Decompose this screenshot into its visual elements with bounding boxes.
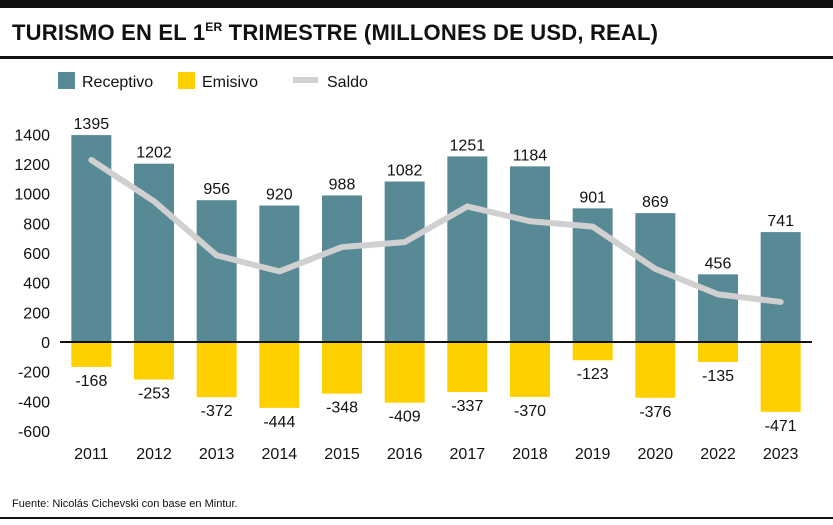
data-label-emisivo-2016: -409 [389, 409, 421, 426]
data-label-emisivo-2015: -348 [326, 400, 358, 417]
x-tick-label-2018: 2018 [512, 446, 548, 463]
saldo-point-2012 [153, 200, 155, 202]
bar-emisivo-2023 [760, 342, 801, 412]
data-label-emisivo-2011: -168 [75, 373, 107, 390]
bar-emisivo-2011 [71, 342, 112, 367]
data-label-receptivo-2017: 1251 [450, 137, 486, 154]
data-label-receptivo-2016: 1082 [387, 163, 423, 180]
legend-swatch-receptivo [58, 72, 75, 89]
x-tick-label-2019: 2019 [575, 446, 611, 463]
saldo-point-2015 [341, 246, 343, 248]
x-tick-label-2015: 2015 [324, 446, 360, 463]
bar-emisivo-2012 [134, 342, 174, 380]
bar-emisivo-2017 [447, 342, 488, 392]
x-tick-label-2011: 2011 [74, 446, 109, 463]
y-tick-label: 200 [23, 305, 50, 322]
bar-receptivo-2017 [447, 156, 488, 342]
bar-emisivo-2019 [572, 342, 613, 361]
saldo-point-2011 [90, 159, 92, 161]
data-label-receptivo-2022: 456 [705, 255, 732, 272]
data-label-receptivo-2018: 1184 [513, 147, 548, 164]
saldo-point-2018 [529, 220, 531, 222]
chart-title: TURISMO EN EL 1ER TRIMESTRE (MILLONES DE… [12, 20, 658, 46]
bar-receptivo-2022 [698, 274, 738, 342]
saldo-point-2020 [654, 268, 656, 270]
data-label-receptivo-2019: 901 [579, 189, 606, 206]
saldo-line [88, 156, 784, 305]
data-label-receptivo-2011: 1395 [74, 116, 110, 133]
x-tick-label-2014: 2014 [262, 446, 298, 463]
legend-label-receptivo: Receptivo [82, 74, 153, 91]
saldo-point-2019 [592, 226, 594, 228]
title-rest: TRIMESTRE (MILLONES DE USD, REAL) [222, 20, 659, 45]
source-note: Fuente: Nicolás Cichevski con base en Mi… [12, 498, 238, 510]
y-tick-label: 1400 [14, 127, 50, 144]
saldo-point-2016 [404, 241, 406, 243]
bar-receptivo-2015 [322, 195, 362, 342]
bar-emisivo-2022 [698, 342, 738, 363]
x-tick-label-2020: 2020 [638, 446, 674, 463]
y-tick-label: 0 [41, 335, 50, 352]
data-label-receptivo-2014: 920 [266, 187, 293, 204]
data-label-emisivo-2020: -376 [639, 404, 671, 421]
data-label-receptivo-2023: 741 [767, 213, 794, 230]
top-bar [0, 0, 833, 8]
x-tick-label-2013: 2013 [199, 446, 235, 463]
bar-receptivo-2023 [760, 232, 801, 342]
saldo-point-2013 [216, 254, 218, 256]
legend-swatch-emisivo [178, 72, 195, 89]
data-label-emisivo-2014: -444 [263, 414, 295, 431]
y-tick-label: 800 [23, 216, 50, 233]
saldo-point-2023 [780, 301, 782, 303]
data-label-receptivo-2020: 869 [642, 194, 669, 211]
data-label-emisivo-2018: -370 [514, 403, 546, 420]
y-tick-label: 1000 [14, 187, 50, 204]
bar-receptivo-2016 [384, 181, 425, 342]
data-label-receptivo-2012: 1202 [136, 145, 172, 162]
x-tick-label-2016: 2016 [387, 446, 423, 463]
y-tick-label: 400 [23, 276, 50, 293]
title-rule [0, 56, 833, 59]
saldo-point-2017 [466, 205, 468, 207]
data-label-emisivo-2017: -337 [451, 398, 483, 415]
bar-emisivo-2018 [510, 342, 550, 397]
y-tick-label: -400 [18, 394, 50, 411]
data-label-receptivo-2013: 956 [203, 181, 230, 198]
y-tick-label: -200 [18, 365, 50, 382]
saldo-point-2014 [278, 270, 280, 272]
legend-label-emisivo: Emisivo [202, 74, 258, 91]
data-label-receptivo-2015: 988 [329, 176, 356, 193]
x-tick-label-2017: 2017 [450, 446, 486, 463]
legend-label-saldo: Saldo [327, 74, 368, 91]
bar-receptivo-2019 [572, 208, 613, 342]
x-tick-label-2023: 2023 [763, 446, 799, 463]
bottom-rule [0, 517, 833, 519]
x-tick-label-2012: 2012 [136, 446, 172, 463]
data-label-emisivo-2019: -123 [577, 366, 609, 383]
data-label-emisivo-2012: -253 [138, 386, 170, 403]
saldo-point-2022 [717, 293, 719, 295]
data-label-emisivo-2022: -135 [702, 368, 734, 385]
y-tick-label: 600 [23, 246, 50, 263]
title-superscript: ER [205, 20, 223, 34]
bar-emisivo-2016 [384, 342, 425, 403]
bar-receptivo-2018 [510, 166, 550, 342]
y-tick-label: 1200 [14, 157, 50, 174]
bar-receptivo-2013 [196, 200, 237, 342]
bar-receptivo-2020 [635, 213, 676, 342]
data-label-emisivo-2013: -372 [201, 403, 233, 420]
bar-emisivo-2020 [635, 342, 676, 398]
title-main: TURISMO EN EL 1 [12, 20, 206, 45]
bar-emisivo-2013 [196, 342, 237, 398]
x-tick-label-2022: 2022 [700, 446, 736, 463]
bar-emisivo-2014 [259, 342, 300, 408]
data-label-emisivo-2023: -471 [765, 418, 797, 435]
bar-emisivo-2015 [322, 342, 362, 394]
y-tick-label: -600 [18, 424, 50, 441]
